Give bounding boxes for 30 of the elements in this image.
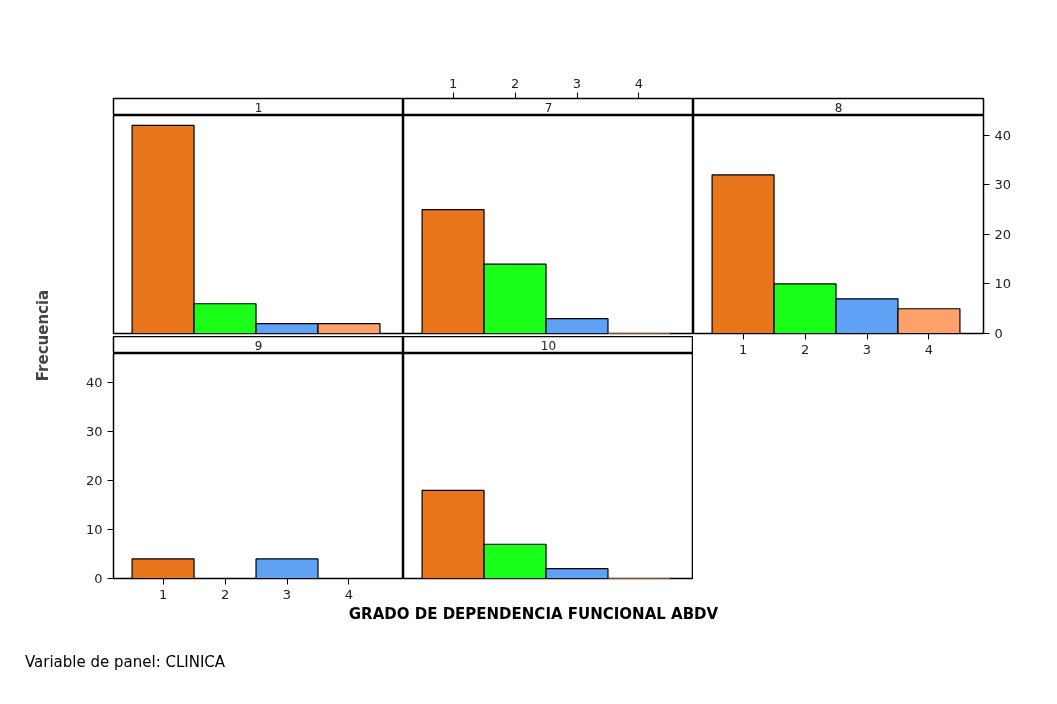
x-tick-label: 1 [448,75,458,91]
y-axis-title: Frecuencia [33,289,52,382]
x-tick-label: 3 [572,75,582,91]
chart-title: 8 [834,100,843,115]
y-tick-label: 30 [994,177,1012,193]
x-tick-label: 4 [924,341,934,357]
chart-title: 7 [544,100,553,115]
y-tick-label: 40 [994,127,1012,143]
y-tick-label: 30 [85,424,103,440]
y-tick-label: 10 [85,522,103,538]
y-tick-label: 10 [994,276,1012,292]
text: Variable de panel: CLINICA [25,652,226,674]
x-tick-label: 3 [282,586,292,602]
x-tick-label: 3 [862,341,872,357]
x-tick-label: 2 [800,341,810,357]
chart-title: 1 [254,100,263,115]
chart-title: 10 [540,338,557,353]
x-axis-title: GRADO DE DEPENDENCIA FUNCIONAL ABDV [348,604,719,625]
y-tick-label: 0 [94,571,103,586]
y-tick-label: 20 [994,226,1012,242]
x-tick-label: 2 [220,586,230,602]
y-tick-label: 0 [994,326,1003,341]
x-tick-label: 4 [344,586,354,602]
y-tick-label: 40 [85,375,103,391]
x-tick-label: 4 [634,75,644,91]
x-tick-label: 1 [158,586,168,602]
x-tick-label: 2 [510,75,520,91]
y-tick-label: 20 [85,473,103,489]
x-tick-label: 1 [738,341,748,357]
chart-title: 9 [254,338,263,353]
